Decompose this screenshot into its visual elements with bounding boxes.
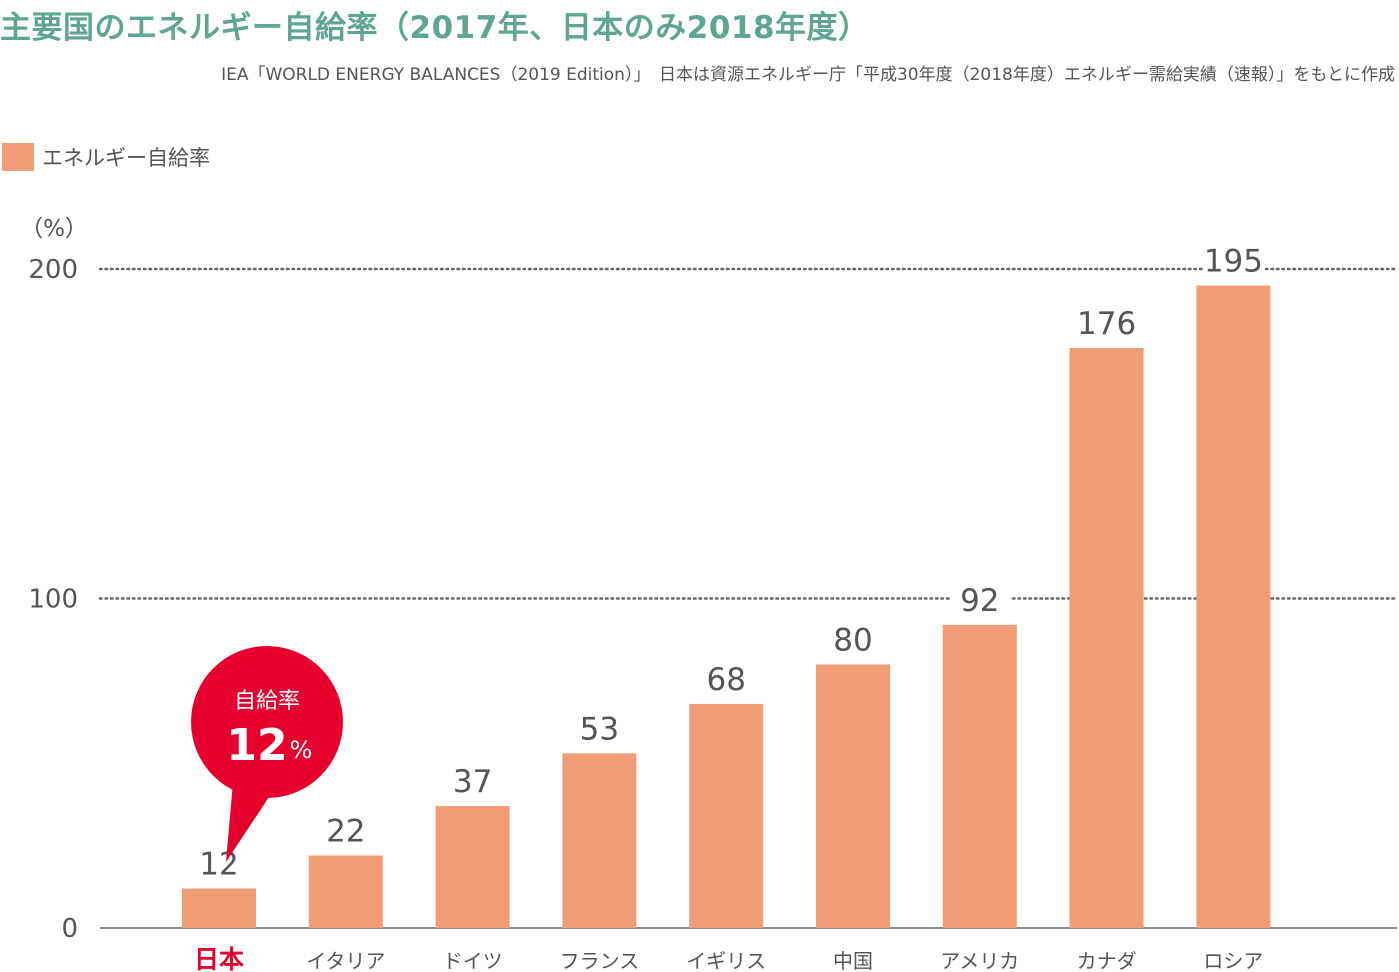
value-label-bg <box>1076 304 1137 341</box>
bar <box>1069 348 1144 929</box>
value-label-bg <box>949 580 1010 617</box>
value-label: 68 <box>706 662 745 698</box>
y-axis-label: （%） <box>20 216 88 242</box>
x-tick-label: アメリカ <box>940 949 1019 972</box>
bar <box>182 888 256 928</box>
value-label: 12 <box>199 846 238 882</box>
callout-value: 12 <box>226 720 287 771</box>
value-label-bg <box>189 844 249 881</box>
value-label-bg <box>1203 241 1264 278</box>
x-tick-label: 日本 <box>194 945 244 972</box>
value-label: 37 <box>453 764 492 800</box>
legend-label: エネルギー自給率 <box>42 146 210 170</box>
value-label: 92 <box>960 583 999 619</box>
value-label-bg <box>569 709 630 746</box>
value-label: 195 <box>1204 243 1263 279</box>
value-label-bg <box>696 659 757 696</box>
source-note: IEA「WORLD ENERGY BALANCES（2019 Edition）」… <box>221 65 1395 85</box>
bar <box>942 624 1017 928</box>
x-tick-label: ロシア <box>1203 949 1263 972</box>
value-label: 176 <box>1077 306 1136 342</box>
callout-label: 自給率 <box>234 689 300 714</box>
bar <box>689 703 764 928</box>
x-tick-label: イタリア <box>306 949 385 972</box>
legend-swatch <box>2 143 34 171</box>
value-label: 80 <box>833 622 872 658</box>
callout-bubble <box>191 646 343 798</box>
value-label: 53 <box>580 711 619 747</box>
x-tick-label: 中国 <box>833 949 873 972</box>
value-label-bg <box>823 620 883 657</box>
legend: エネルギー自給率 <box>2 142 210 172</box>
value-label-bg <box>442 762 503 799</box>
callout-pointer <box>226 782 271 862</box>
x-tick-label: イギリス <box>686 949 766 972</box>
x-tick-label: ドイツ <box>443 949 503 972</box>
value-label: 22 <box>326 814 365 850</box>
y-tick-label: 0 <box>61 914 78 944</box>
callout-unit: % <box>290 736 313 764</box>
bar <box>435 806 510 928</box>
y-tick-label: 200 <box>28 255 78 285</box>
bar <box>816 664 890 928</box>
bar <box>1196 285 1271 929</box>
value-label-bg <box>315 811 376 848</box>
x-tick-label: フランス <box>560 949 640 972</box>
bar <box>308 855 383 928</box>
y-tick-label: 100 <box>28 585 78 615</box>
x-tick-label: カナダ <box>1077 949 1137 972</box>
bar <box>562 753 637 928</box>
chart-title: 主要国のエネルギー自給率（2017年、日本のみ2018年度） <box>0 10 870 46</box>
